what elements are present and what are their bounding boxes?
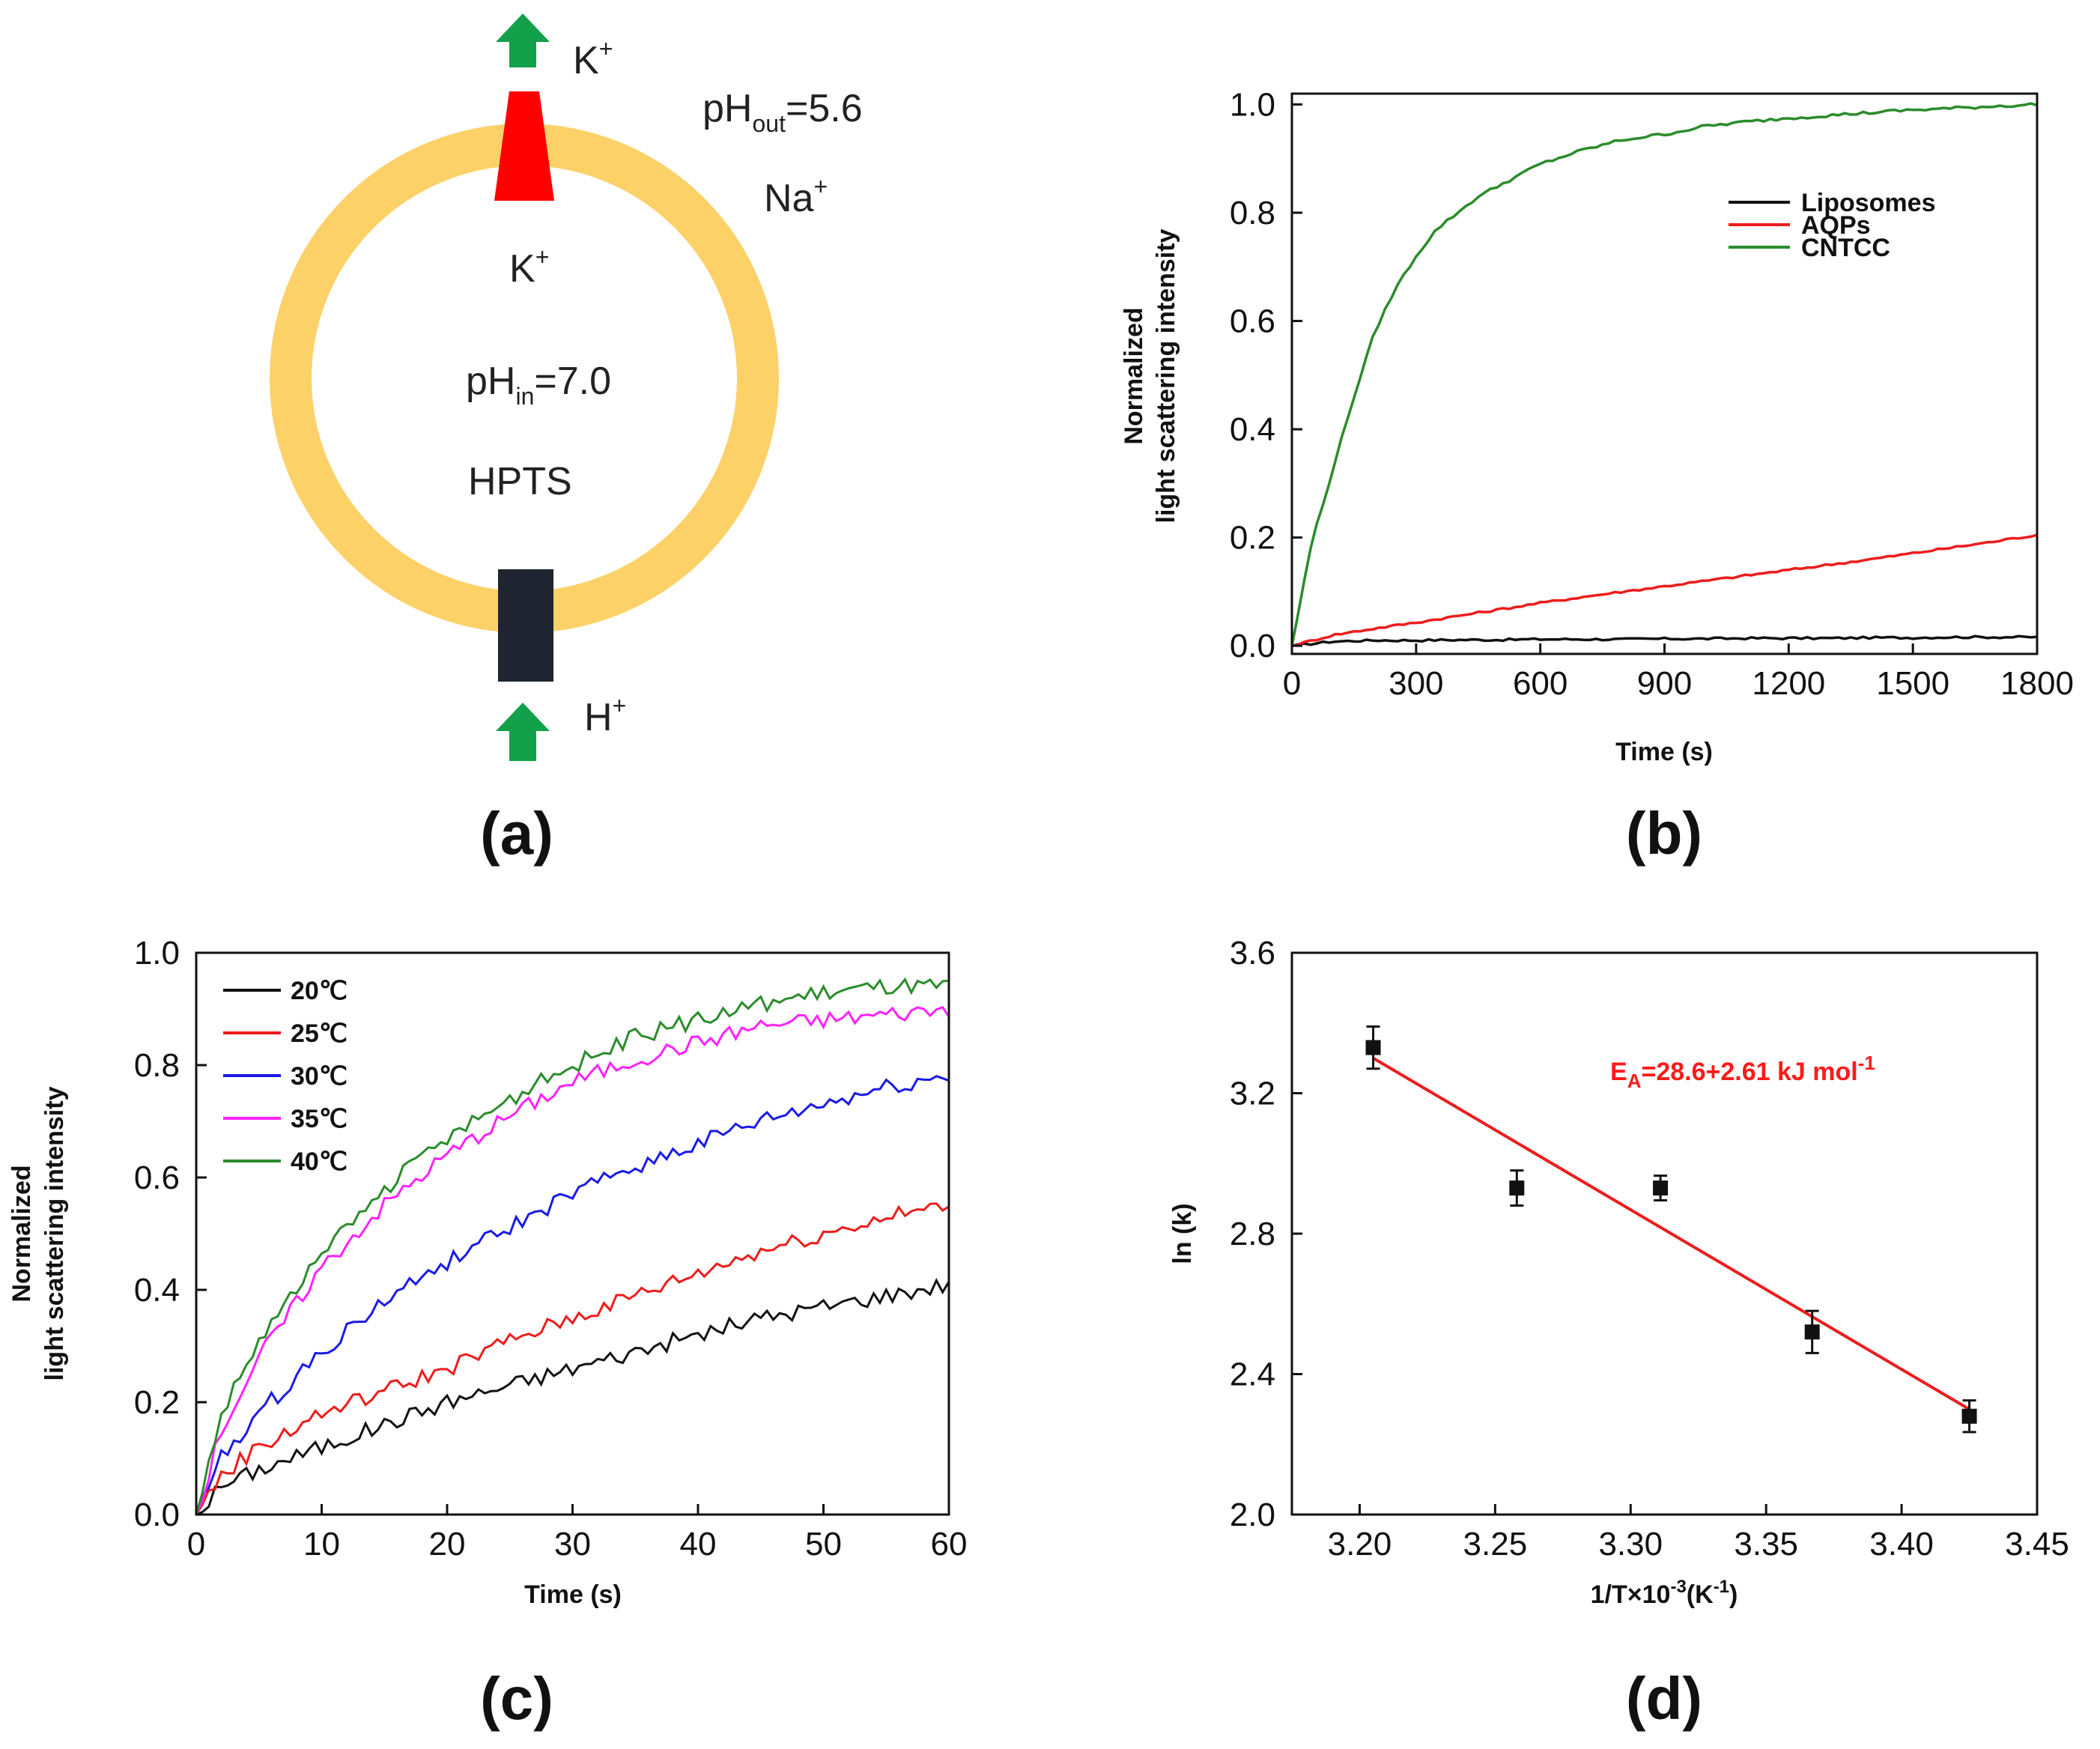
chart-c-ylabel-line1: Normalized xyxy=(7,1165,36,1302)
chart-b-ytick-label: 0.2 xyxy=(1230,520,1275,557)
chart-d-axes: 3.20 3.25 3.30 3.35 3.40 3.45 2.0 2.4 2.8 3.2 3.6 xyxy=(1230,935,2069,1562)
chart-c-ytick-label: 1.0 xyxy=(134,935,180,972)
chart-d-ytick-label: 2.8 xyxy=(1230,1216,1275,1252)
efflux-arrow-icon xyxy=(496,13,550,67)
influx-arrow-icon xyxy=(496,703,550,761)
chart-d-xtick-label: 3.20 xyxy=(1328,1526,1392,1562)
chart-b-ytick-label: 1.0 xyxy=(1230,86,1275,123)
chart-d-data-point xyxy=(1509,1180,1525,1196)
chart-b-legend: Liposomes AQPs CNTCC xyxy=(1729,189,1935,262)
chart-d-frame xyxy=(1290,951,2039,1516)
chart-b-xtick-label: 300 xyxy=(1389,665,1443,702)
chart-d-fit-line xyxy=(1372,1056,1970,1411)
panel-label-b: (b) xyxy=(1626,800,1702,867)
inner-ion-label: K+ xyxy=(509,243,549,291)
chart-d-xtick-label: 3.45 xyxy=(2005,1526,2069,1562)
chart-b-series-line xyxy=(1291,634,2038,647)
chart-b-ylabel-line2: light scattering intensity xyxy=(1152,228,1180,523)
ph-in-label: pHin=7.0 xyxy=(466,360,611,410)
chart-c-xtick-label: 0 xyxy=(187,1526,205,1562)
chart-d-data-point xyxy=(1653,1180,1669,1196)
chart-b-ytick-label: 0.6 xyxy=(1230,303,1275,340)
chart-c-series-line xyxy=(195,1202,950,1515)
outer-ion-label: Na+ xyxy=(764,173,828,220)
liposome-membrane xyxy=(270,124,779,633)
chart-d-ytick-label: 2.0 xyxy=(1230,1497,1275,1533)
chart-c-series-line xyxy=(195,1005,950,1515)
chart-b-xlabel: Time (s) xyxy=(1615,738,1713,766)
chart-c-ytick-label: 0.0 xyxy=(134,1497,180,1533)
chart-d-ylabel: ln (k) xyxy=(1168,1203,1197,1264)
chart-c-ytick-label: 0.6 xyxy=(134,1160,180,1196)
chart-d-ytick-label: 3.2 xyxy=(1230,1076,1275,1112)
chart-c-legend: 20℃ 25℃ 30℃ 35℃ 40℃ xyxy=(223,977,348,1176)
chart-c-series-line xyxy=(195,977,950,1515)
panel-a-diagram: K+ pHout=5.6 Na+ K+ pHin=7.0 HPTS H+ (a) xyxy=(270,13,863,867)
chart-c-ylabel-line2: light scattering intensity xyxy=(40,1086,69,1380)
chart-b-xtick-label: 1500 xyxy=(1876,665,1949,702)
chart-b-xtick-label: 600 xyxy=(1513,665,1568,702)
activation-energy-annotation: EA=28.6+2.61 kJ mol-1 xyxy=(1610,1052,1875,1092)
chart-c-xtick-label: 20 xyxy=(429,1526,466,1562)
chart-c-xlabel: Time (s) xyxy=(524,1580,622,1609)
chart-b-series-line xyxy=(1291,533,2038,647)
chart-d-data-point xyxy=(1804,1324,1820,1340)
chart-c-xtick-label: 40 xyxy=(680,1526,717,1562)
chart-d-xlabel: 1/T×10-3(K-1) xyxy=(1591,1577,1738,1609)
panel-c-chart: 0 10 20 30 40 50 60 0.0 0.2 0.4 0.6 0.8 1.0 Normaliz… xyxy=(7,935,967,1732)
chart-b-ylabel-line1: Normalized xyxy=(1120,307,1148,444)
legend-b-label-cntcc: CNTCC xyxy=(1801,234,1890,262)
chart-c-ytick-label: 0.4 xyxy=(134,1272,180,1309)
chart-d-data-point xyxy=(1961,1408,1977,1424)
chart-c-xtick-label: 60 xyxy=(931,1526,968,1562)
chart-d-xtick-label: 3.25 xyxy=(1463,1526,1528,1562)
potassium-channel xyxy=(494,91,554,201)
panel-b-chart: 0 300 600 900 1200 1500 1800 0.0 0.2 0.4 0.6 0.8 1.0… xyxy=(1120,86,2074,867)
panel-d-chart: 3.20 3.25 3.30 3.35 3.40 3.452.02.42.83.23.6 … xyxy=(1168,935,2069,1732)
proton-channel xyxy=(498,569,553,682)
chart-d-xtick-label: 3.30 xyxy=(1598,1526,1663,1562)
chart-c-axes: 0 10 20 30 40 50 60 0.0 0.2 0.4 0.6 0.8 1.0 xyxy=(134,935,968,1562)
panel-label-c: (c) xyxy=(480,1665,553,1732)
chart-d-data-point xyxy=(1365,1040,1381,1055)
legend-c-label-25: 25℃ xyxy=(291,1019,348,1048)
legend-b-label-aqps: AQPs xyxy=(1801,211,1871,240)
chart-c-series xyxy=(195,977,950,1516)
chart-d-xtick-label: 3.40 xyxy=(1869,1526,1934,1562)
chart-b-xtick-label: 1200 xyxy=(1752,665,1825,702)
chart-c-ytick-label: 0.8 xyxy=(134,1047,180,1084)
chart-b-series-line xyxy=(1290,102,2038,646)
chart-c-xtick-label: 50 xyxy=(805,1526,842,1562)
chart-d-series xyxy=(1365,1025,1977,1434)
chart-b-axes: 0 300 600 900 1200 1500 1800 0.0 0.2 0.4 0.6 0.8 1.0 xyxy=(1230,86,2074,702)
legend-c-label-35: 35℃ xyxy=(291,1105,348,1133)
chart-b-xtick-label: 0 xyxy=(1283,665,1301,702)
legend-c-label-30: 30℃ xyxy=(291,1062,348,1091)
chart-c-ytick-label: 0.2 xyxy=(134,1384,180,1421)
chart-c-series-line xyxy=(195,1075,950,1515)
chart-b-frame xyxy=(1290,92,2039,655)
legend-b-label-liposomes: Liposomes xyxy=(1801,189,1935,217)
chart-b-ytick-label: 0.0 xyxy=(1230,628,1275,664)
ph-out-label: pHout=5.6 xyxy=(702,87,863,137)
chart-b-xtick-label: 900 xyxy=(1637,665,1692,702)
top-ion-label: K+ xyxy=(573,35,613,82)
chart-c-series-line xyxy=(195,1277,950,1516)
chart-d-ytick-label: 2.4 xyxy=(1230,1357,1275,1393)
panel-label-a: (a) xyxy=(480,800,553,867)
chart-d-ytick-label: 3.6 xyxy=(1230,935,1275,972)
dye-label: HPTS xyxy=(468,460,572,503)
chart-b-ytick-label: 0.4 xyxy=(1230,411,1275,448)
legend-c-label-20: 20℃ xyxy=(291,977,348,1005)
chart-c-xtick-label: 10 xyxy=(303,1526,340,1562)
chart-d-xtick-label: 3.35 xyxy=(1734,1526,1798,1562)
panel-label-d: (d) xyxy=(1626,1665,1702,1732)
chart-b-series xyxy=(1290,102,2038,647)
chart-b-xtick-label: 1800 xyxy=(2000,665,2074,702)
chart-b-ytick-label: 0.8 xyxy=(1230,195,1275,231)
chart-c-xtick-label: 30 xyxy=(554,1526,591,1562)
bottom-ion-label: H+ xyxy=(584,692,626,739)
legend-c-label-40: 40℃ xyxy=(291,1148,348,1176)
